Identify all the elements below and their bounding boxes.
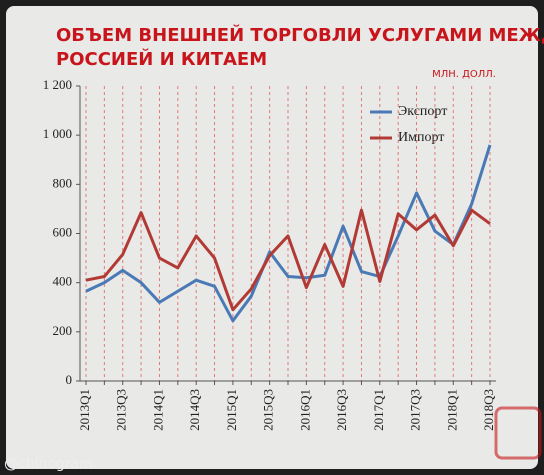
x-tick-label: 2018Q1 bbox=[444, 389, 459, 431]
x-tick-label: 2014Q3 bbox=[187, 389, 202, 431]
series-line bbox=[85, 144, 492, 323]
x-tick-label: 2013Q3 bbox=[114, 389, 129, 431]
x-tick-label: 2014Q1 bbox=[150, 389, 165, 431]
stamp bbox=[494, 406, 542, 460]
y-tick-label: 0 bbox=[66, 372, 73, 387]
watermark: @chinogram bbox=[4, 456, 93, 472]
x-tick-label: 2017Q3 bbox=[408, 389, 423, 431]
x-tick-label: 2018Q3 bbox=[481, 389, 496, 431]
legend-label: Экспорт bbox=[398, 104, 447, 119]
y-tick-label: 1 200 bbox=[43, 77, 72, 92]
y-tick-label: 800 bbox=[53, 175, 73, 190]
y-tick-label: 400 bbox=[53, 274, 73, 289]
chart-subtitle: РОССИЕЙ И КИТАЕМ bbox=[56, 48, 267, 70]
x-tick-label: 2017Q1 bbox=[371, 389, 386, 431]
x-tick-label: 2016Q1 bbox=[297, 389, 312, 431]
y-tick-label: 200 bbox=[53, 323, 73, 338]
x-tick-label: 2016Q3 bbox=[334, 389, 349, 431]
panel bbox=[6, 6, 538, 469]
x-tick-label: 2015Q3 bbox=[261, 389, 276, 431]
legend-label: Импорт bbox=[398, 130, 444, 145]
chart-title: ОБЪЕМ ВНЕШНЕЙ ТОРГОВЛИ УСЛУГАМИ МЕЖДУ bbox=[56, 24, 544, 46]
unit-label: МЛН. ДОЛЛ. bbox=[432, 69, 496, 80]
series-line bbox=[85, 208, 491, 312]
x-tick-label: 2015Q1 bbox=[224, 389, 239, 431]
x-tick-label: 2013Q1 bbox=[77, 389, 92, 431]
y-tick-label: 600 bbox=[53, 224, 73, 239]
y-tick-label: 1 000 bbox=[43, 126, 72, 141]
